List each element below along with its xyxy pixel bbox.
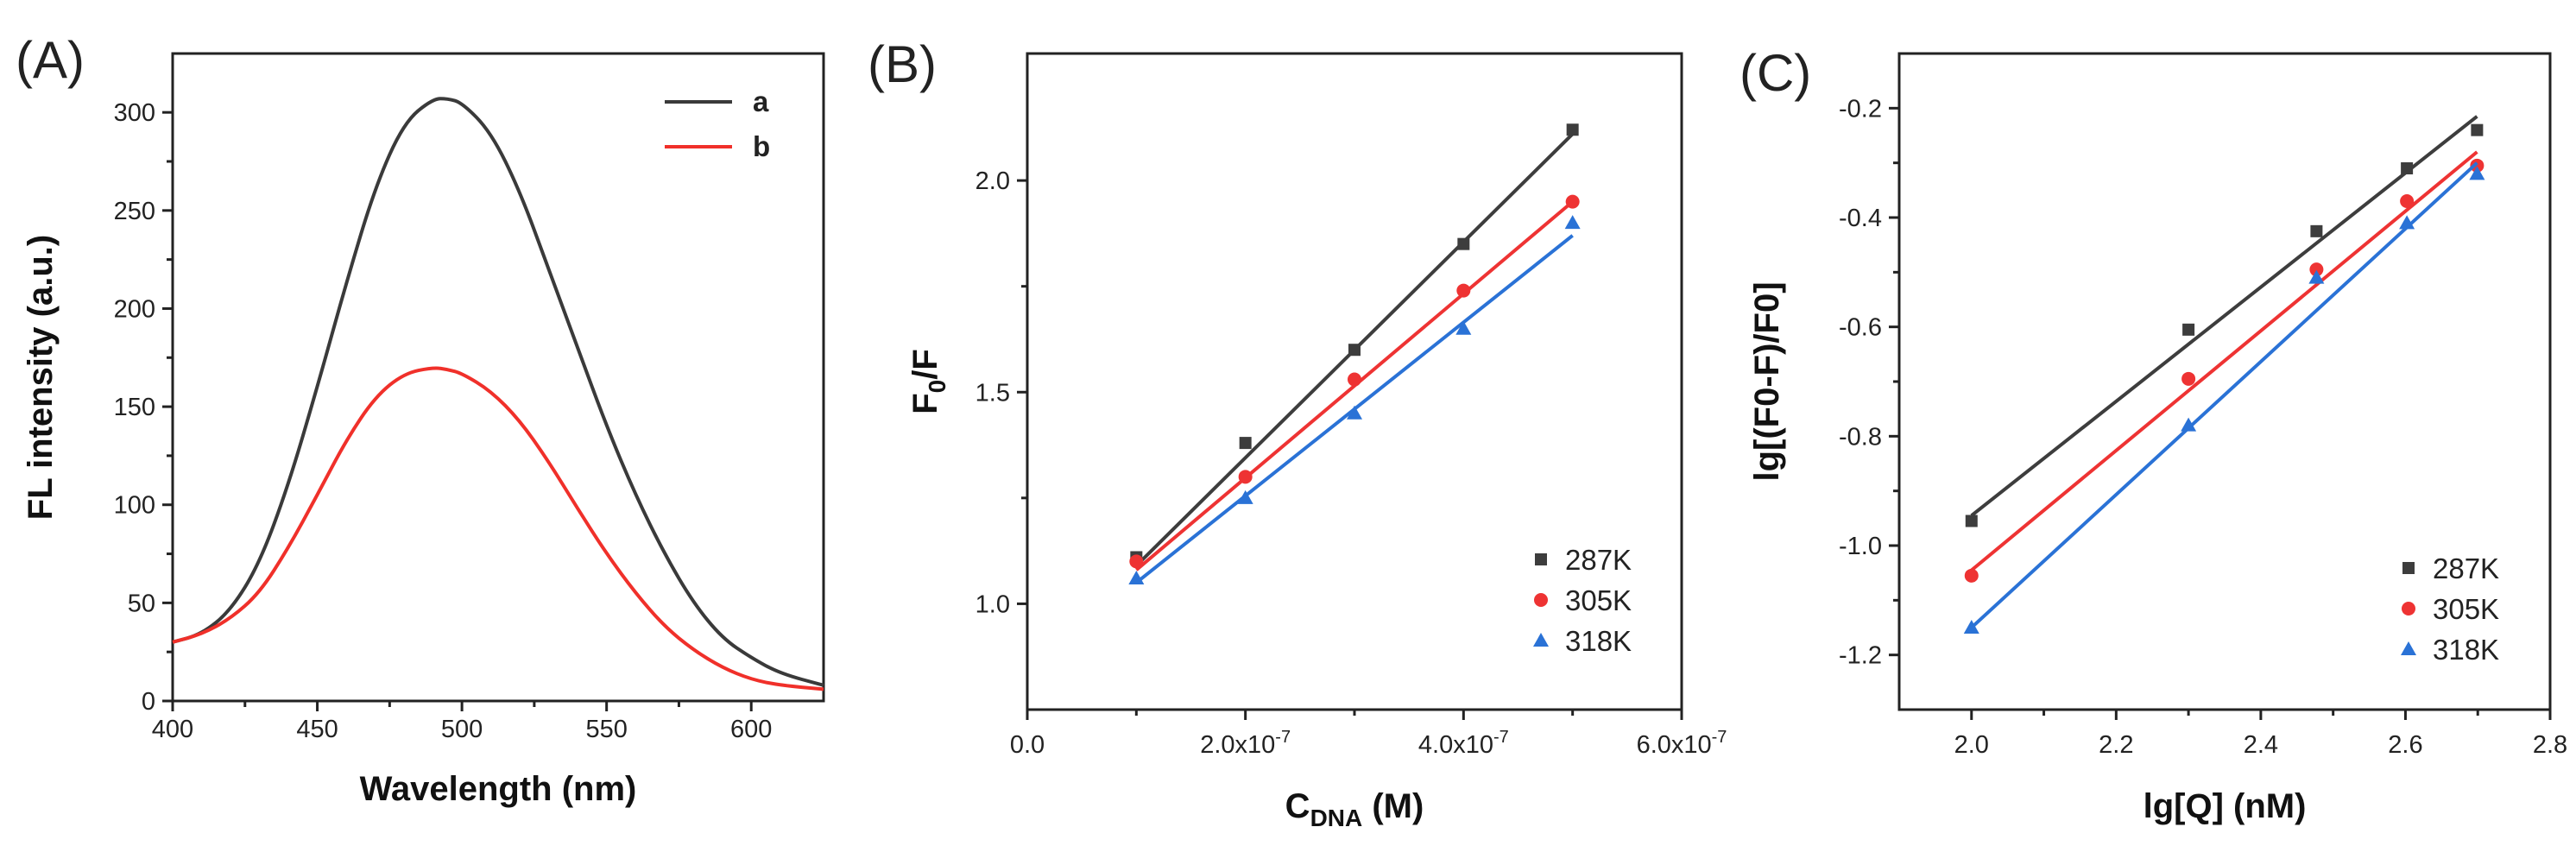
data-point-287K	[2401, 162, 2414, 174]
y-tick-label: 200	[114, 295, 155, 323]
y-tick-label: -1.0	[1839, 533, 1882, 560]
data-point-318K	[2308, 269, 2325, 284]
data-point-305K	[1238, 470, 1253, 484]
y-tick-label: -0.6	[1839, 314, 1882, 342]
y-axis-title: FL intensity (a.u.)	[22, 235, 60, 520]
data-point-318K	[1455, 320, 1472, 335]
x-tick-label: 600	[730, 716, 772, 743]
panel-label: (A)	[16, 31, 85, 89]
x-tick-label: 400	[152, 716, 193, 743]
x-tick-label: 2.4	[2244, 731, 2278, 759]
x-tick-label: 2.0	[1954, 731, 1989, 759]
y-tick-label: 2.0	[975, 167, 1010, 195]
chart-panel-b: (B) 0.0 2.0x10-7 4.0x10-7 6.0x10-7 1.0 1.5 2.0 C…	[868, 35, 1727, 831]
chart-panel-a: (A) 400 450 500 550 600 0 50 100 150 200 250 300 Wave…	[16, 31, 825, 808]
data-point-305K	[1129, 554, 1144, 569]
legend-marker-318K	[2401, 641, 2416, 655]
data-point-305K	[2181, 371, 2196, 386]
y-tick-label: 1.0	[975, 590, 1010, 618]
data-point-305K	[2309, 262, 2324, 277]
data-point-305K	[2400, 194, 2415, 208]
y-tick-label: -0.8	[1839, 423, 1882, 451]
data-point-287K	[1566, 123, 1579, 136]
y-tick-label: 150	[114, 394, 155, 421]
series-line-a	[172, 97, 824, 687]
legend-label-a: a	[753, 85, 769, 117]
x-tick-label: 4.0x10-7	[1418, 728, 1509, 759]
y-tick-label: 0	[142, 688, 155, 716]
legend-label-287K: 287K	[1565, 544, 1632, 576]
data-point-287K	[2310, 224, 2323, 237]
panel-label: (B)	[868, 35, 937, 93]
plot-frame	[171, 52, 825, 703]
data-point-318K	[1237, 489, 1253, 504]
legend-marker-305K	[1534, 593, 1548, 607]
fit-line-287K	[1970, 115, 2478, 517]
chart-panel-c: (C) 2.0 2.2 2.4 2.6 2.8 -1.2 -1.0 -0.8 -0.6 -0.4 -0…	[1739, 44, 2567, 825]
data-point-287K	[2471, 123, 2484, 136]
legend-label-287K: 287K	[2433, 552, 2499, 584]
legend-marker-287K	[2402, 562, 2415, 574]
legend-label-318K: 318K	[1565, 625, 1632, 657]
x-tick-label: 0.0	[1010, 731, 1045, 759]
y-tick-label: 50	[128, 590, 155, 617]
legend-marker-305K	[2402, 602, 2415, 616]
series-line-b	[172, 366, 824, 691]
legend-marker-318K	[1533, 633, 1549, 647]
data-point-305K	[1348, 372, 1361, 387]
data-point-287K	[1965, 515, 1978, 527]
data-point-305K	[1565, 194, 1580, 209]
y-tick-label: -0.2	[1839, 95, 1882, 123]
data-point-287K	[1457, 237, 1470, 250]
fit-line-305K	[1970, 150, 2478, 572]
x-tick-label: 2.2	[2099, 731, 2133, 759]
x-tick-label: 6.0x10-7	[1637, 728, 1727, 759]
y-tick-label: -0.4	[1839, 205, 1882, 232]
data-point-318K	[2181, 417, 2197, 432]
data-point-305K	[1456, 283, 1471, 298]
legend-label-305K: 305K	[1565, 584, 1632, 616]
x-axis-title: Wavelength (nm)	[360, 770, 637, 808]
x-axis-title: lg[Q] (nM)	[2144, 787, 2307, 825]
x-tick-label: 2.6	[2388, 731, 2422, 759]
y-tick-label: 250	[114, 198, 155, 225]
data-point-287K	[2182, 323, 2195, 336]
data-point-305K	[2470, 158, 2484, 173]
y-tick-label: -1.2	[1839, 642, 1882, 670]
y-axis-title: lg[(F0-F)/F0]	[1748, 281, 1786, 481]
legend-label-305K: 305K	[2433, 593, 2499, 625]
data-point-318K	[2399, 215, 2415, 230]
fit-line-318K	[1970, 161, 2478, 629]
y-tick-label: 100	[114, 492, 155, 520]
x-tick-label: 550	[585, 716, 627, 743]
x-tick-label: 2.8	[2533, 731, 2567, 759]
y-tick-label: 300	[114, 99, 155, 127]
x-tick-label: 2.0x10-7	[1200, 728, 1291, 759]
data-point-318K	[1347, 405, 1362, 420]
x-tick-label: 500	[441, 716, 483, 743]
x-tick-label: 450	[296, 716, 338, 743]
y-axis-title: F0/F	[906, 349, 950, 414]
x-axis-title: CDNA (M)	[1285, 787, 1424, 831]
data-point-287K	[1348, 344, 1361, 357]
data-point-318K	[1128, 571, 1145, 584]
data-point-318K	[1963, 620, 1979, 634]
y-tick-label: 1.5	[975, 379, 1010, 407]
data-point-305K	[1964, 568, 1979, 583]
data-point-287K	[1239, 437, 1252, 450]
legend-label-318K: 318K	[2433, 634, 2499, 666]
legend-marker-287K	[1535, 553, 1547, 565]
legend-label-b: b	[753, 130, 770, 162]
panel-label: (C)	[1739, 44, 1811, 102]
data-point-318K	[1564, 215, 1581, 230]
data-point-318K	[2469, 166, 2485, 180]
